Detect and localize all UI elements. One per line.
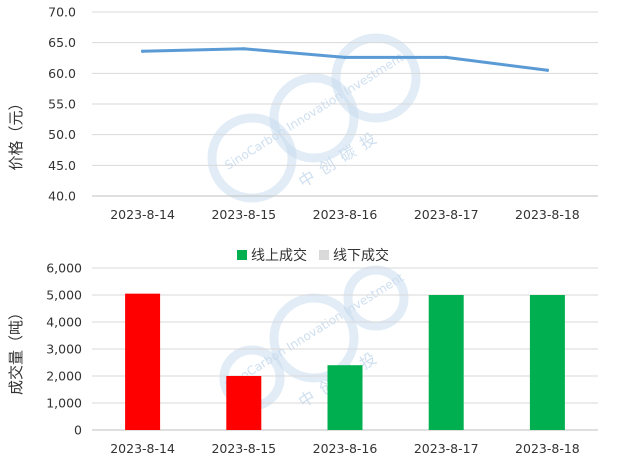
price-y-tick-label: 70.0: [48, 5, 76, 20]
price-x-tick-label: 2023-8-15: [211, 207, 276, 222]
watermark-ring-1: [269, 73, 359, 163]
price-series: [141, 47, 550, 72]
volume-bars: [125, 293, 565, 430]
price-y-tick-label: 45.0: [48, 158, 76, 173]
watermark-ring-5: [343, 265, 409, 331]
volume-y-tick-label: 4,000: [46, 315, 82, 330]
legend-label: 线下成交: [333, 247, 389, 264]
price-y-axis: 40.0 45.0 50.0 55.0 60.0 65.0 70.0: [48, 5, 76, 204]
volume-x-tick-label: 2023-8-16: [313, 441, 378, 456]
price-x-tick-label: 2023-8-17: [414, 207, 479, 222]
price-y-tick-label: 55.0: [48, 97, 76, 112]
price-point: [545, 68, 550, 72]
watermark: SinoCarbon Innovation Investment中创碳投Sino…: [207, 33, 421, 411]
volume-bar-chart: 线上成交 线下成交 0 1,000 2,000 3,000 4,000 5,000 6,000…: [7, 247, 598, 456]
volume-legend: 线上成交 线下成交: [237, 247, 389, 264]
volume-y-axis: 0 1,000 2,000 3,000 4,000 5,000 6,000: [46, 261, 82, 438]
volume-x-tick-label: 2023-8-15: [211, 441, 276, 456]
volume-y-tick-label: 5,000: [46, 288, 82, 303]
volume-x-tick-label: 2023-8-14: [110, 441, 175, 456]
price-y-tick-label: 65.0: [48, 35, 76, 50]
volume-y-axis-title: 成交量（吨）: [7, 305, 25, 395]
volume-y-tick-label: 1,000: [46, 396, 82, 411]
volume-y-tick-label: 0: [74, 423, 82, 438]
watermark-ring-2: [331, 33, 421, 123]
volume-x-tick-label: 2023-8-18: [515, 441, 580, 456]
volume-y-tick-label: 6,000: [46, 261, 82, 276]
price-x-tick-label: 2023-8-16: [313, 207, 378, 222]
volume-bar: [226, 376, 262, 430]
price-point: [141, 49, 145, 53]
watermark-ring-4: [269, 293, 359, 383]
volume-bar: [125, 293, 161, 430]
volume-y-tick-label: 2,000: [46, 369, 82, 384]
price-line-chart: 40.045.050.055.060.065.070.0 2023-8-14 20…: [7, 5, 598, 222]
volume-x-axis: 2023-8-14 2023-8-15 2023-8-16 2023-8-17 2023…: [110, 441, 580, 456]
price-y-tick-label: 40.0: [48, 189, 76, 204]
volume-bar: [529, 295, 565, 430]
legend-swatch: [237, 250, 247, 260]
price-x-tick-label: 2023-8-14: [110, 207, 175, 222]
volume-bar: [327, 365, 363, 430]
volume-x-tick-label: 2023-8-17: [414, 441, 479, 456]
price-point: [242, 47, 246, 51]
watermark-ring-0: [207, 113, 297, 203]
price-y-axis-title: 价格（元）: [7, 95, 25, 170]
legend-label: 线上成交: [251, 247, 307, 264]
volume-bar: [428, 295, 464, 430]
price-y-tick-label: 60.0: [48, 66, 76, 81]
price-point: [343, 55, 347, 59]
price-point: [444, 55, 448, 59]
legend-swatch: [319, 250, 329, 260]
price-y-tick-label: 50.0: [48, 127, 76, 142]
volume-y-tick-label: 3,000: [46, 342, 82, 357]
price-x-tick-label: 2023-8-18: [515, 207, 580, 222]
price-x-axis: 2023-8-14 2023-8-15 2023-8-16 2023-8-17 2023…: [110, 207, 580, 222]
price-gridlines: [92, 11, 598, 197]
